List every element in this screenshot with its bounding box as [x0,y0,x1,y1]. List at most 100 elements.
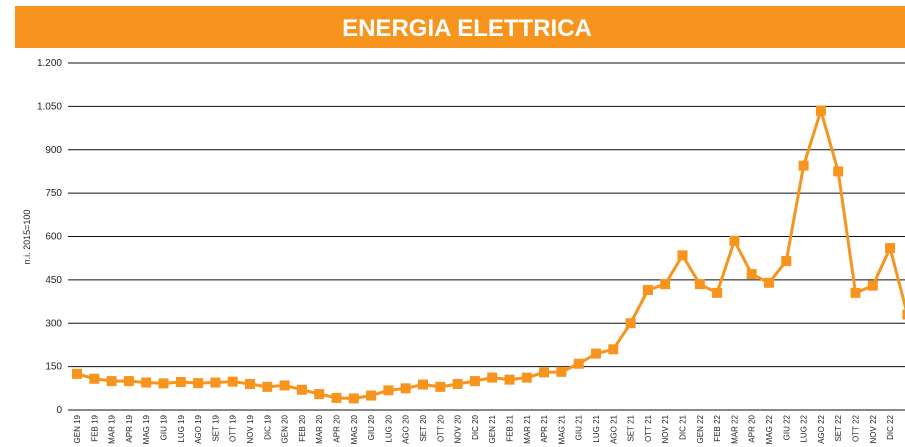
x-tick-label: APR 20 [333,414,342,442]
x-tick-label: APR 19 [125,414,134,442]
marker [746,269,757,280]
x-tick-label: SET 20 [419,414,428,441]
y-tick-label: 450 [45,275,62,286]
marker [366,390,377,401]
x-tick-label: MAR 22 [730,414,739,443]
x-tick-label: MAR 19 [108,414,117,443]
marker [348,393,359,404]
marker [764,277,774,288]
marker [729,235,740,246]
x-tick-label: FEB 20 [298,414,307,441]
marker [608,344,619,355]
marker [642,284,653,295]
x-tick-label: GIU 19 [160,414,169,440]
x-tick-label: LUG 22 [800,414,809,442]
marker [418,379,428,390]
marker [694,279,705,290]
x-tick-label: LUG 20 [384,414,393,442]
marker [539,367,550,378]
marker [677,250,688,261]
x-tick-label: FEB 22 [713,414,722,441]
marker [573,358,584,369]
marker [815,105,826,116]
marker [452,378,463,389]
marker [712,287,723,298]
title-bar [15,6,905,48]
x-tick-label: DIC 20 [471,414,480,439]
chart-title: ENERGIA ELETTRICA [342,15,592,42]
marker [193,378,204,389]
marker [591,348,601,359]
marker [158,378,169,389]
x-tick-label: AGO 21 [609,414,618,443]
x-tick-label: GIU 20 [367,414,376,440]
x-tick-label: OTT 20 [436,414,445,442]
marker [175,376,186,387]
x-tick-label: FEB 21 [506,414,515,441]
x-tick-label: GEN 21 [488,414,497,443]
x-tick-label: AGO 19 [194,414,203,443]
x-tick-label: APR 20 [748,414,757,442]
y-tick-label: 1.050 [37,101,62,112]
marker [850,287,861,298]
marker [625,318,636,329]
marker [521,372,532,383]
x-tick-label: MAG 22 [765,414,774,444]
marker [245,378,255,389]
x-tick-label: NOV 20 [454,414,463,443]
x-tick-label: LUG 19 [177,414,186,442]
marker [798,160,809,171]
x-tick-label: MAR 21 [523,414,532,443]
x-tick-label: SET 21 [627,414,636,441]
x-tick-label: APR 21 [540,414,549,442]
x-tick-label: NOV 21 [661,414,670,443]
marker [556,366,567,377]
x-tick-label: DIC 21 [679,414,688,439]
x-tick-label: DIC 19 [263,414,272,439]
marker [833,166,844,177]
marker [296,384,307,395]
x-tick-label: SET 22 [834,414,843,441]
x-tick-label: GIU 21 [575,414,584,440]
x-tick-label: MAG 19 [142,414,151,444]
x-tick-label: GIU 22 [782,414,791,440]
marker [227,376,238,387]
y-tick-label: 600 [45,232,62,243]
marker [331,392,342,403]
x-tick-label: SET 19 [211,414,220,441]
marker [123,376,134,387]
marker [106,376,117,387]
marker [660,279,671,290]
marker [885,243,896,254]
y-tick-label: 150 [45,362,62,373]
x-tick-label: MAG 20 [350,414,359,444]
x-tick-label: MAG 21 [557,414,566,444]
x-tick-label: OTT 19 [229,414,238,442]
x-tick-label: OTT 22 [852,414,861,442]
marker [487,372,498,383]
y-tick-label: 750 [45,188,62,199]
x-tick-label: AGO 20 [402,414,411,443]
marker [400,383,411,394]
marker [210,377,221,388]
y-tick-label: 900 [45,145,62,156]
marker [867,280,878,291]
x-tick-label: GEN 19 [73,414,82,443]
x-tick-label: NOV 22 [869,414,878,443]
marker [902,309,905,320]
x-tick-label: FEB 19 [90,414,99,441]
marker [314,389,325,400]
marker [435,381,446,392]
y-tick-label: 300 [45,318,62,329]
y-tick-label: 0 [56,405,62,416]
x-tick-label: LUG 21 [592,414,601,442]
marker [279,380,290,391]
x-tick-label: DIC 22 [886,414,895,439]
marker [383,385,394,396]
marker [89,373,100,384]
x-tick-label: GEN 20 [281,414,290,443]
x-tick-label: AGO 22 [817,414,826,443]
line [76,105,905,400]
plot [72,105,905,404]
